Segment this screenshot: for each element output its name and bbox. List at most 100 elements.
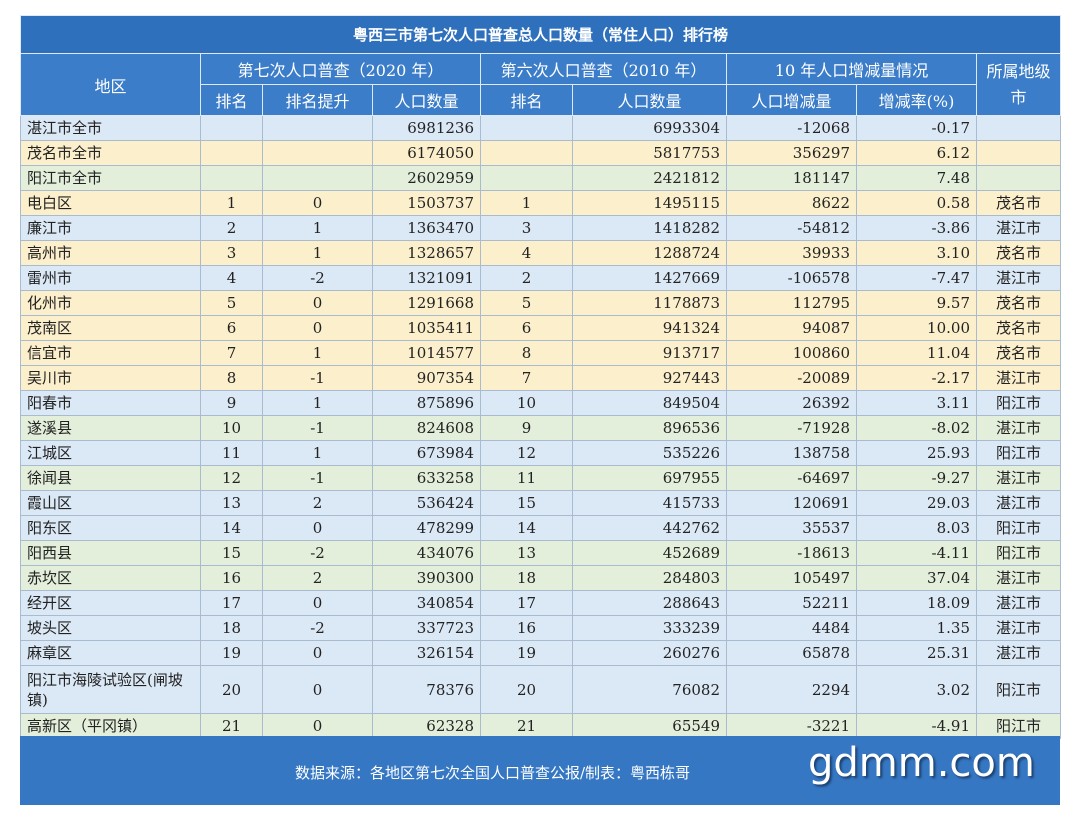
table-cell: 霞山区 <box>20 490 201 516</box>
table-cell: 138758 <box>726 440 857 466</box>
table-cell: 337723 <box>372 615 481 641</box>
table-cell: 4484 <box>726 615 857 641</box>
table-cell: 11 <box>480 465 573 491</box>
table-cell: 62328 <box>372 713 481 739</box>
table-cell: 65878 <box>726 640 857 666</box>
table-cell: 阳江市全市 <box>20 165 201 191</box>
table-cell: 3 <box>480 215 573 241</box>
table-cell: 7 <box>200 340 263 366</box>
table-cell: -12068 <box>726 115 857 141</box>
table-row: 高州市 3 1 1328657 4 1288724 39933 3.10 茂名市 <box>20 240 1062 266</box>
table-cell: 5 <box>480 290 573 316</box>
table-cell: 1 <box>480 190 573 216</box>
table-cell <box>975 165 1062 191</box>
footer: 数据来源：各地区第七次全国人口普查公报/制表：粤西栋哥 gdmm.com <box>20 736 1060 805</box>
table-cell: -1 <box>262 415 373 441</box>
table-cell: 经开区 <box>20 590 201 616</box>
table-cell <box>200 115 263 141</box>
table-cell: -7.47 <box>856 265 977 291</box>
table-cell: 39933 <box>726 240 857 266</box>
table-cell: 112795 <box>726 290 857 316</box>
table-cell: -4.11 <box>856 540 977 566</box>
table-cell: 9 <box>480 415 573 441</box>
table-cell: 284803 <box>572 565 727 591</box>
table-cell: 湛江市 <box>975 615 1062 641</box>
table-cell <box>262 115 373 141</box>
table-cell: 1 <box>262 440 373 466</box>
table-cell: 15 <box>480 490 573 516</box>
table-cell: 19 <box>480 640 573 666</box>
table-cell: 673984 <box>372 440 481 466</box>
table-cell: 17 <box>200 590 263 616</box>
table-cell: 35537 <box>726 515 857 541</box>
table-cell: 29.03 <box>856 490 977 516</box>
table-cell: 356297 <box>726 140 857 166</box>
table-cell <box>975 115 1062 141</box>
table-body: 湛江市全市 6981236 6993304 -12068 -0.17 茂名市全市 61740… <box>20 115 1062 739</box>
table-cell: 16 <box>200 565 263 591</box>
table-cell: 2 <box>262 565 373 591</box>
table-cell: 坡头区 <box>20 615 201 641</box>
table-cell: -2 <box>262 265 373 291</box>
table-cell: 6 <box>480 315 573 341</box>
table-cell <box>975 140 1062 166</box>
table-cell: -106578 <box>726 265 857 291</box>
table-cell: 14 <box>480 515 573 541</box>
title: 粤西三市第七次人口普查总人口数量（常住人口）排行榜 <box>19 15 1062 54</box>
table-cell: 390300 <box>372 565 481 591</box>
table-cell: -3221 <box>726 713 857 739</box>
table-cell: 阳西县 <box>20 540 201 566</box>
table-cell: 907354 <box>372 365 481 391</box>
table-cell: 18.09 <box>856 590 977 616</box>
table-cell: 6.12 <box>856 140 977 166</box>
table-cell <box>480 165 573 191</box>
table-cell <box>480 115 573 141</box>
table-cell: 11.04 <box>856 340 977 366</box>
table-cell: 927443 <box>572 365 727 391</box>
table-cell: -1 <box>262 465 373 491</box>
table-cell: -2 <box>262 615 373 641</box>
table-cell <box>200 165 263 191</box>
table-cell: 10 <box>200 415 263 441</box>
table-cell: 1291668 <box>372 290 481 316</box>
table-cell: 120691 <box>726 490 857 516</box>
table-cell: 2 <box>200 215 263 241</box>
table-cell: 16 <box>480 615 573 641</box>
table-row: 阳江市全市 2602959 2421812 181147 7.48 <box>20 165 1062 191</box>
table-cell: 0 <box>262 290 373 316</box>
table-cell: 茂名市 <box>975 290 1062 316</box>
table-cell: 阳江市 <box>975 390 1062 416</box>
table-cell: 2421812 <box>572 165 727 191</box>
table-cell: 1 <box>262 215 373 241</box>
header-cell: 人口数量 <box>572 84 727 116</box>
table-cell: 0.58 <box>856 190 977 216</box>
table-cell: 8622 <box>726 190 857 216</box>
header-cell: 所属地级市 <box>975 53 1062 116</box>
table-cell: 湛江市 <box>975 465 1062 491</box>
table-cell: 5817753 <box>572 140 727 166</box>
table-cell: 535226 <box>572 440 727 466</box>
table-cell: 181147 <box>726 165 857 191</box>
table-cell: 江城区 <box>20 440 201 466</box>
table-cell: 20 <box>480 665 573 714</box>
table-row: 高新区（平冈镇） 21 0 62328 21 65549 -3221 -4.91 阳江市 <box>20 713 1062 739</box>
table-cell: 1 <box>262 240 373 266</box>
source-note: 数据来源：各地区第七次全国人口普查公报/制表：粤西栋哥 <box>295 764 691 782</box>
table-cell: 52211 <box>726 590 857 616</box>
table-cell: 电白区 <box>20 190 201 216</box>
table-cell: 20 <box>200 665 263 714</box>
table-row: 遂溪县 10 -1 824608 9 896536 -71928 -8.02 湛江市 <box>20 415 1062 441</box>
table-cell: 阳江市 <box>975 540 1062 566</box>
table-cell: 941324 <box>572 315 727 341</box>
table-cell: 茂名市 <box>975 340 1062 366</box>
table-cell: 37.04 <box>856 565 977 591</box>
header-cell: 增减率(%) <box>856 84 977 116</box>
table-cell: 333239 <box>572 615 727 641</box>
table-row: 阳春市 9 1 875896 10 849504 26392 3.11 阳江市 <box>20 390 1062 416</box>
table-cell: -4.91 <box>856 713 977 739</box>
table-cell: 896536 <box>572 415 727 441</box>
table-cell: 阳东区 <box>20 515 201 541</box>
table-cell: 15 <box>200 540 263 566</box>
header-cell: 地区 <box>20 53 201 116</box>
